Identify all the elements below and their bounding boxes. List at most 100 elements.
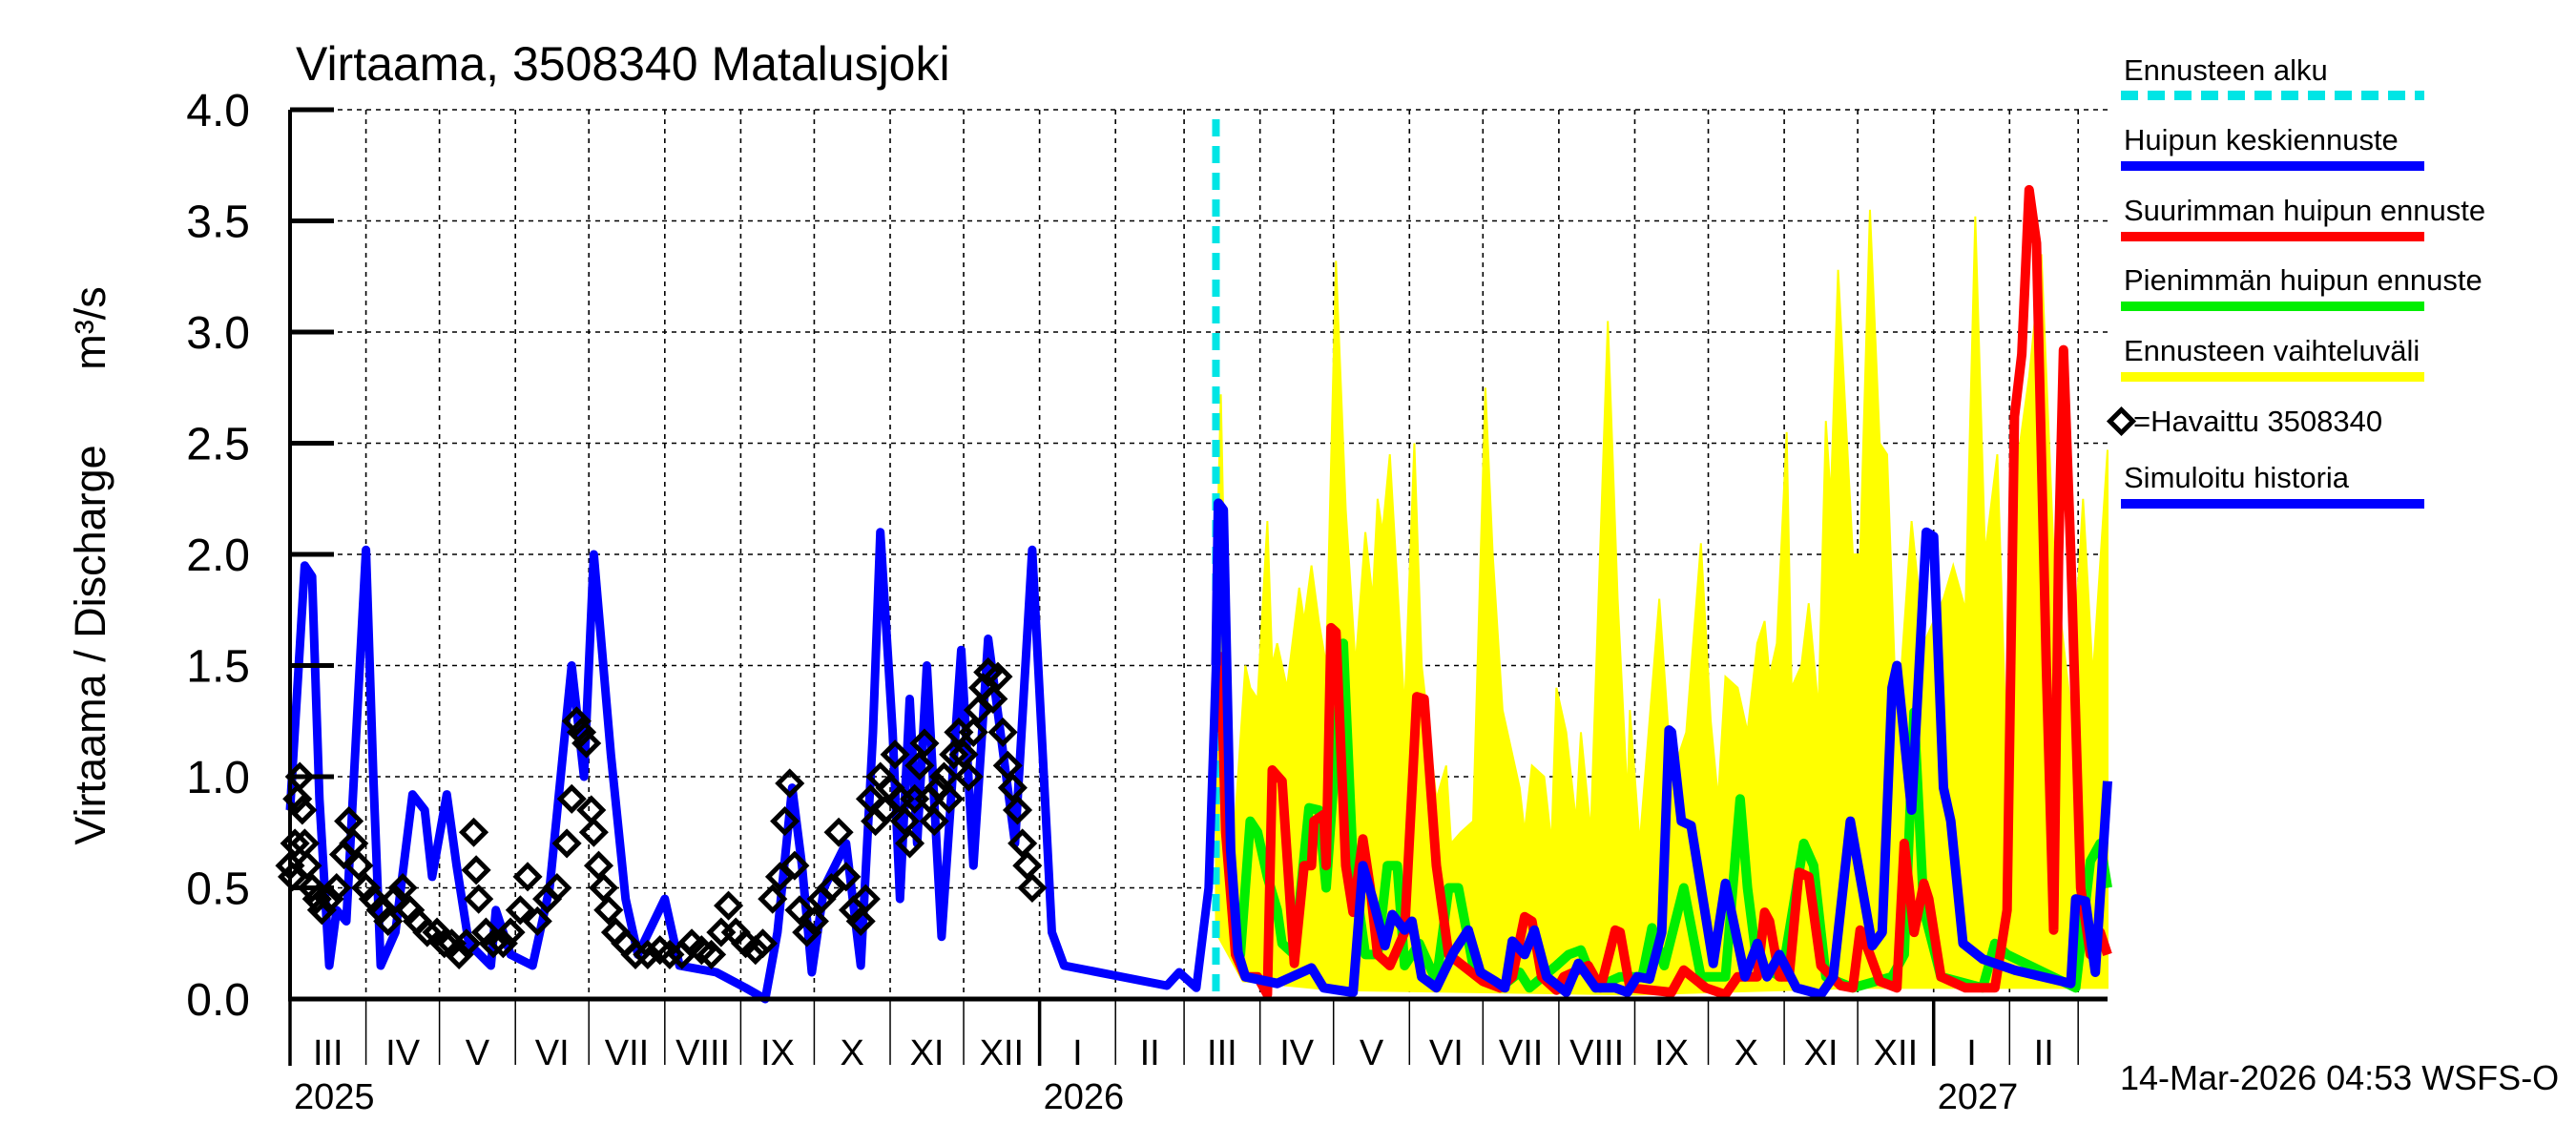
legend-label: Simuloitu historia: [2124, 461, 2350, 494]
observed-point: [889, 806, 920, 837]
observed-point: [992, 750, 1023, 781]
observed-point: [593, 895, 624, 926]
y-tick-label: 0.0: [186, 975, 250, 1026]
observed-point: [289, 828, 320, 859]
observed-point: [909, 728, 940, 759]
month-label: V: [1360, 1033, 1384, 1073]
observed-point: [292, 850, 322, 881]
observed-point: [576, 795, 607, 825]
observed-point: [1002, 795, 1033, 825]
observed-point: [343, 850, 374, 881]
y-tick-label: 1.5: [186, 642, 250, 693]
legend-item-observed: =Havaittu 3508340: [2106, 405, 2382, 438]
y-tick-label: 4.0: [186, 86, 250, 136]
observed-point: [373, 906, 404, 937]
observed-point: [953, 761, 984, 792]
month-label: XII: [980, 1033, 1024, 1073]
month-label: IV: [1279, 1033, 1315, 1073]
observed-point: [287, 795, 318, 825]
observed-point: [958, 717, 988, 747]
legend-item-max: Suurimman huipun ennuste: [2121, 194, 2485, 241]
observed-point: [505, 895, 535, 926]
chart-title: Virtaama, 3508340 Matalusjoki: [296, 37, 950, 91]
series-line-mean: [1211, 498, 2112, 1000]
observed-point: [850, 884, 881, 914]
observed-point: [284, 761, 315, 792]
y-tick-label: 0.5: [186, 864, 250, 915]
observed-point: [470, 917, 501, 947]
observed-point: [512, 862, 543, 892]
observed-point: [495, 917, 526, 947]
legend-label: Suurimman huipun ennuste: [2124, 194, 2485, 227]
observed-point: [464, 884, 494, 914]
observed-point: [522, 906, 552, 937]
legend-item-history: Simuloitu historia: [2121, 461, 2424, 509]
year-label: 2027: [1938, 1077, 2019, 1117]
month-label: IX: [1654, 1033, 1689, 1073]
month-label: IX: [760, 1033, 795, 1073]
month-label: II: [1140, 1033, 1160, 1073]
legend: Ennusteen alku Huipun keskiennuste Suuri…: [2106, 53, 2485, 509]
year-label: 2025: [294, 1077, 375, 1117]
legend-label: Ennusteen alku: [2124, 53, 2328, 87]
month-label: X: [841, 1033, 864, 1073]
observed-point: [894, 828, 925, 859]
observed-point: [1008, 828, 1038, 859]
timestamp: 14-Mar-2026 04:53 WSFS-O: [2120, 1058, 2559, 1097]
y-tick-label: 3.5: [186, 198, 250, 248]
observed-point: [571, 728, 602, 759]
month-label: VIII: [1569, 1033, 1624, 1073]
observed-point: [551, 828, 582, 859]
observed-point: [730, 928, 761, 959]
month-label: I: [1072, 1033, 1083, 1073]
legend-label: Huipun keskiennuste: [2124, 123, 2399, 156]
observed-point: [451, 928, 482, 959]
y-tick-label: 3.0: [186, 308, 250, 359]
observed-point: [351, 872, 382, 904]
observed-point: [799, 906, 829, 937]
y-tick-label: 2.0: [186, 531, 250, 581]
legend-label: Ennusteen vaihteluväli: [2124, 334, 2420, 367]
axes: [288, 107, 2108, 1066]
observed-point: [556, 783, 587, 814]
month-label: V: [466, 1033, 490, 1073]
observed-point: [770, 806, 800, 837]
observed-point: [314, 884, 344, 914]
observed-point: [488, 928, 518, 959]
month-label: X: [1735, 1033, 1758, 1073]
observed-point: [358, 884, 388, 914]
observed-point: [1017, 872, 1048, 904]
observed-point: [297, 872, 327, 904]
observed-point: [322, 872, 352, 904]
legend-item-min: Pienimmän huipun ennuste: [2121, 263, 2483, 311]
observed-point: [1012, 850, 1043, 881]
observed-point: [387, 872, 418, 904]
legend-item-mean: Huipun keskiennuste: [2121, 123, 2424, 171]
observed-point: [696, 939, 727, 969]
month-label: IV: [385, 1033, 421, 1073]
diamond-icon: [2106, 406, 2137, 437]
observed-point: [334, 806, 364, 837]
observed-point: [987, 717, 1018, 747]
observed-point: [461, 855, 491, 885]
observed-point: [779, 850, 810, 881]
observed-point: [542, 872, 572, 904]
y-axis-label: Virtaama / Discharge: [66, 445, 114, 844]
observed-point: [948, 739, 979, 770]
observed-point: [583, 850, 614, 881]
month-label: VII: [605, 1033, 649, 1073]
observed-point: [306, 895, 337, 926]
y-axis-unit: m³/s: [66, 286, 114, 369]
observed-point: [395, 895, 426, 926]
observed-point: [919, 806, 949, 837]
y-axis-tick-labels: 0.0 0.5 1.0 1.5 2.0 2.5 3.0 3.5 4.0: [186, 86, 250, 1026]
observed-point: [880, 739, 910, 770]
legend-label: =Havaittu 3508340: [2133, 405, 2382, 438]
observed-point: [934, 783, 965, 814]
observed-point: [831, 862, 862, 892]
observed-point: [458, 817, 489, 847]
month-label: VIII: [675, 1033, 730, 1073]
y-tick-label: 1.0: [186, 753, 250, 803]
observed-point: [633, 939, 663, 969]
